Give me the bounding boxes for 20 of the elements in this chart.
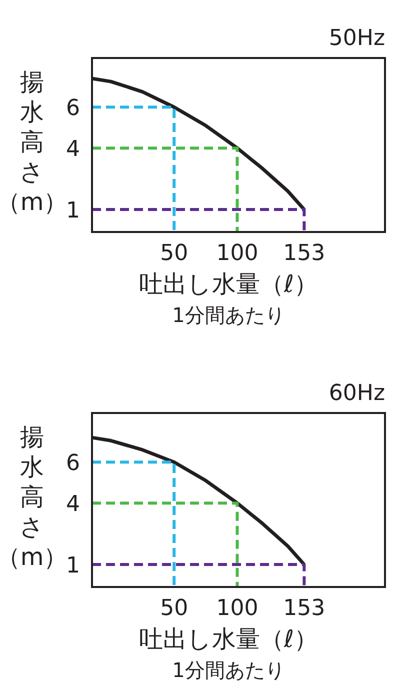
text: 1分間あたり (172, 303, 285, 327)
text: 1分間あたり (172, 658, 285, 682)
y-tick-label: 6 (66, 451, 80, 476)
x-tick-label: 50 (160, 596, 188, 621)
x-tick-label: 100 (216, 241, 258, 266)
x-tick-label: 153 (283, 241, 326, 266)
chart-title: 60Hz (328, 381, 385, 406)
y-axis-title: 揚水高さ（m） (0, 68, 68, 216)
y-tick-label: 4 (66, 492, 80, 518)
y-tick-label: 4 (66, 137, 80, 162)
x-tick-label: 50 (160, 241, 188, 266)
y-tick-label: 1 (66, 553, 80, 578)
chart-title: 50Hz (328, 26, 385, 51)
x-tick-label: 100 (216, 596, 258, 621)
y-axis-title: 揚水高さ（m） (0, 423, 68, 571)
x-axis-title: 吐出し水量（ℓ） (139, 270, 318, 298)
x-axis-title: 吐出し水量（ℓ） (139, 625, 318, 653)
y-tick-label: 1 (66, 198, 80, 224)
x-tick-label: 153 (283, 596, 326, 621)
y-tick-label: 6 (66, 96, 80, 122)
